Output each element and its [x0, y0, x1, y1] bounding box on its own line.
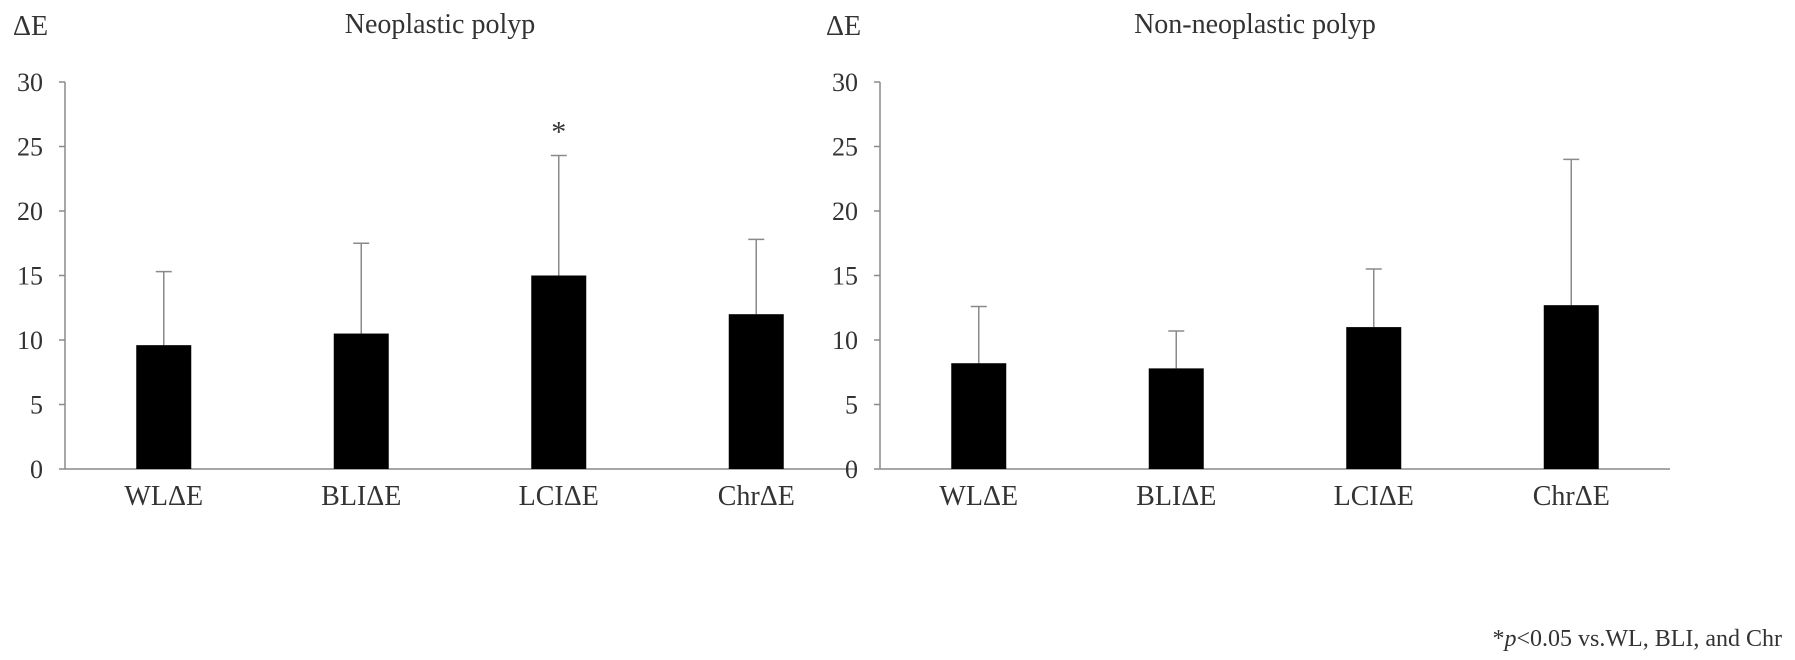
chart-title: Neoplastic polyp	[345, 9, 536, 40]
bar	[1543, 305, 1599, 469]
bar	[1148, 368, 1204, 469]
y-tick-label: 15	[17, 262, 43, 291]
y-tick-label: 15	[832, 262, 858, 291]
y-tick-label: 5	[30, 391, 43, 420]
y-tick-label: 0	[845, 455, 858, 484]
y-tick-label: 20	[832, 197, 858, 226]
y-tick-label: 5	[845, 391, 858, 420]
y-axis-label: ΔE	[826, 11, 861, 42]
x-tick-label: ChrΔE	[718, 481, 795, 512]
y-tick-label: 20	[17, 197, 43, 226]
footnote-text: <0.05 vs.WL, BLI, and Chr	[1517, 626, 1783, 652]
x-tick-label: LCIΔE	[519, 481, 599, 512]
significance-marker: *	[551, 116, 566, 149]
y-tick-label: 30	[17, 68, 43, 97]
bar	[1346, 327, 1402, 469]
bar	[333, 333, 389, 469]
y-tick-label: 0	[30, 455, 43, 484]
bar	[728, 314, 784, 469]
bar	[531, 275, 587, 469]
x-tick-label: WLΔE	[124, 481, 203, 512]
footnote: *p<0.05 vs.WL, BLI, and Chr	[1493, 626, 1783, 652]
chart-neoplastic-polyp: Neoplastic polyp ΔE 0 5 10 15 20 25 30 WLΔE BLIΔE L…	[13, 9, 855, 512]
x-tick-label: BLIΔE	[321, 481, 401, 512]
bar	[951, 363, 1007, 469]
x-tick-label: ChrΔE	[1533, 481, 1610, 512]
y-tick-label: 10	[832, 326, 858, 355]
y-tick-label: 25	[832, 133, 858, 162]
x-tick-label: BLIΔE	[1136, 481, 1216, 512]
x-tick-label: LCIΔE	[1334, 481, 1414, 512]
y-tick-label: 10	[17, 326, 43, 355]
footnote-p: p	[1503, 626, 1517, 652]
chart-non-neoplastic-polyp: Non-neoplastic polyp ΔE 0 5 10 15 20 25 30 WLΔE BL…	[826, 9, 1670, 512]
footnote-mark: *	[1493, 626, 1505, 652]
y-tick-label: 30	[832, 68, 858, 97]
y-axis-label: ΔE	[13, 11, 48, 42]
x-tick-label: WLΔE	[939, 481, 1018, 512]
y-tick-label: 25	[17, 133, 43, 162]
chart-title: Non-neoplastic polyp	[1134, 9, 1376, 40]
bar	[136, 345, 192, 469]
